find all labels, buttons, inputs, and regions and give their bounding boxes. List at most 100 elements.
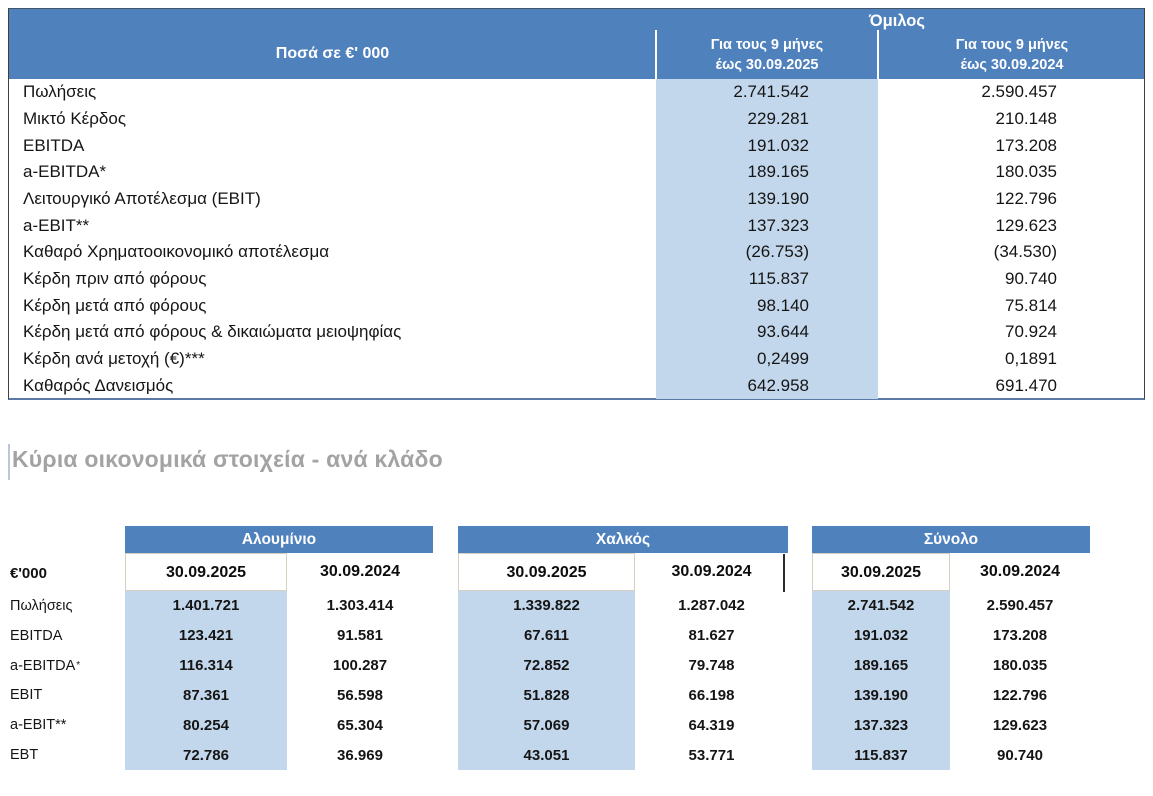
table-row: EBITDA 191.032 173.208 <box>9 132 1144 159</box>
segment-value: 91.581 <box>337 627 383 645</box>
segment-value: 123.421 <box>178 627 234 645</box>
segment-value: 180.035 <box>992 657 1048 675</box>
segment-header-copper: Χαλκός <box>458 526 788 553</box>
section-title: Κύρια οικονομικά στοιχεία - ανά κλάδο <box>12 446 443 472</box>
segment-value: 64.319 <box>688 716 735 734</box>
column-header-2025-line2: έως 30.09.2025 <box>715 57 819 73</box>
segment-value: 53.771 <box>688 746 735 764</box>
column-header-2024-line1: Για τους 9 μήνες <box>955 37 1069 53</box>
value-2025: 137.323 <box>747 215 809 235</box>
row-label: Πωλήσεις <box>23 82 97 102</box>
segment-unit-label: €'000 <box>10 565 47 582</box>
segment-row-label: a-EBITDA * <box>10 651 120 681</box>
highlight-column-2025 <box>656 79 878 399</box>
table-row: a-EBIT** 137.323 129.623 <box>9 212 1144 239</box>
value-2024: 173.208 <box>995 135 1057 155</box>
value-2025: 191.032 <box>747 135 809 155</box>
segment-value: 79.748 <box>688 657 735 675</box>
value-2025: 2.741.542 <box>733 82 809 102</box>
date-header-2025: 30.09.2025 <box>125 553 287 591</box>
segment-values-2024: 2.590.457 173.208 180.035 122.796 129.62… <box>950 591 1090 770</box>
segment-value: 2.741.542 <box>847 597 915 615</box>
row-label: Κέρδη πριν από φόρους <box>23 269 207 289</box>
date-header-2025: 30.09.2025 <box>812 553 950 591</box>
header-separator <box>655 30 657 79</box>
segment-header-aluminium: Αλουμίνιο <box>125 526 433 553</box>
row-label: Καθαρός Δανεισμός <box>23 375 174 395</box>
segment-value: 1.401.721 <box>172 597 240 615</box>
value-2024: 75.814 <box>1005 295 1057 315</box>
segment-row-label: EBIT <box>10 680 120 710</box>
value-2025: 189.165 <box>747 162 809 182</box>
date-header-2024: 30.09.2024 <box>287 553 433 591</box>
title-left-tick <box>8 444 10 480</box>
value-2024: 70.924 <box>1005 322 1057 342</box>
segment-values-2025: 2.741.542 191.032 189.165 139.190 137.32… <box>812 591 950 770</box>
table-row: Καθαρό Χρηματοοικονομικό αποτέλεσμα (26.7… <box>9 239 1144 266</box>
header-separator <box>877 30 879 79</box>
value-2024: 210.148 <box>995 109 1057 128</box>
segment-header-total: Σύνολο <box>812 526 1090 553</box>
row-label: Κέρδη μετά από φόρους & δικαιώματα μειοψ… <box>23 322 402 342</box>
segment-values-2025: 1.339.822 67.611 72.852 51.828 57.069 43… <box>458 591 635 770</box>
value-2025: 93.644 <box>757 322 809 342</box>
date-header-2024: 30.09.2024 <box>635 553 788 591</box>
label-text: EBIT <box>10 687 43 704</box>
segment-value: 81.627 <box>688 627 735 645</box>
group-table-body: Πωλήσεις 2.741.542 2.590.457 Μικτό Κέρδος 2… <box>9 79 1144 399</box>
column-header-2025-line1: Για τους 9 μήνες <box>710 37 824 53</box>
value-2025: 139.190 <box>747 189 809 209</box>
value-2024: (34.530) <box>993 242 1057 262</box>
segment-row-label: EBT <box>10 740 120 770</box>
value-2024: 122.796 <box>995 189 1057 209</box>
table-row: Κέρδη πριν από φόρους 115.837 90.740 <box>9 266 1144 293</box>
label-text: a-EBITDA <box>10 657 76 674</box>
table-row: Μικτό Κέρδος 229.281 210.148 <box>9 106 1144 133</box>
value-2025: 115.837 <box>748 269 809 289</box>
segment-value: 1.339.822 <box>513 597 580 615</box>
label-sup: * <box>76 660 81 672</box>
date-header-2025: 30.09.2025 <box>458 553 635 591</box>
segment-value: 80.254 <box>183 716 229 734</box>
segment-value: 116.314 <box>179 657 233 675</box>
copper-table-edge-line <box>783 554 785 592</box>
segment-row-label: Πωλήσεις <box>10 591 120 621</box>
segment-value: 36.969 <box>337 746 383 764</box>
table-row: Καθαρός Δανεισμός 642.958 691.470 <box>9 372 1144 399</box>
value-2024: 180.035 <box>995 162 1057 182</box>
segment-value: 173.208 <box>992 627 1048 645</box>
value-2025: (26.753) <box>745 242 809 262</box>
value-2024: 129.623 <box>995 215 1057 235</box>
segment-value: 72.786 <box>183 746 229 764</box>
table-row: Κέρδη μετά από φόρους & δικαιώματα μειοψ… <box>9 319 1144 346</box>
row-label: Μικτό Κέρδος <box>23 109 127 128</box>
table-row: Κέρδη μετά από φόρους 98.140 75.814 <box>9 292 1144 319</box>
segment-row-label: EBITDA <box>10 621 120 651</box>
segment-value: 191.032 <box>853 627 909 645</box>
table-row: a-EBITDA* 189.165 180.035 <box>9 159 1144 186</box>
segment-value: 139.190 <box>853 686 909 704</box>
group-table-header: Όμιλος Ποσά σε €' 000 Για τους 9 μήνες έ… <box>9 9 1144 79</box>
segment-row-labels: Πωλήσεις EBITDA a-EBITDA * EBIT a-EBIT** … <box>10 591 120 770</box>
column-header-2025: Για τους 9 μήνες έως 30.09.2025 <box>656 33 878 77</box>
segment-row-label: a-EBIT** <box>10 710 120 740</box>
row-label: Κέρδη μετά από φόρους <box>23 295 207 315</box>
label-text: a-EBIT** <box>10 717 67 734</box>
row-label: Λειτουργικό Αποτέλεσμα (EBIT) <box>23 189 261 209</box>
row-label: a-EBIT** <box>23 215 90 235</box>
value-2024: 0,1891 <box>1005 349 1057 369</box>
label-text: EBT <box>10 747 39 764</box>
table-row: Κέρδη ανά μετοχή (€)*** 0,2499 0,1891 <box>9 346 1144 373</box>
date-header-2024: 30.09.2024 <box>950 553 1090 591</box>
table-row: Πωλήσεις 2.741.542 2.590.457 <box>9 79 1144 106</box>
segment-values-2024: 1.303.414 91.581 100.287 56.598 65.304 3… <box>287 591 433 770</box>
table-row: Λειτουργικό Αποτέλεσμα (EBIT) 139.190 122.… <box>9 186 1144 213</box>
group-financials-table: Όμιλος Ποσά σε €' 000 Για τους 9 μήνες έ… <box>8 8 1145 400</box>
row-label: Κέρδη ανά μετοχή (€)*** <box>23 349 205 369</box>
group-header-omilos: Όμιλος <box>869 12 925 30</box>
segment-value: 66.198 <box>688 686 735 704</box>
value-2024: 90.740 <box>1005 269 1057 289</box>
segment-value: 100.287 <box>332 657 388 675</box>
column-header-2024: Για τους 9 μήνες έως 30.09.2024 <box>878 33 1146 77</box>
value-2024: 2.590.457 <box>981 82 1057 102</box>
